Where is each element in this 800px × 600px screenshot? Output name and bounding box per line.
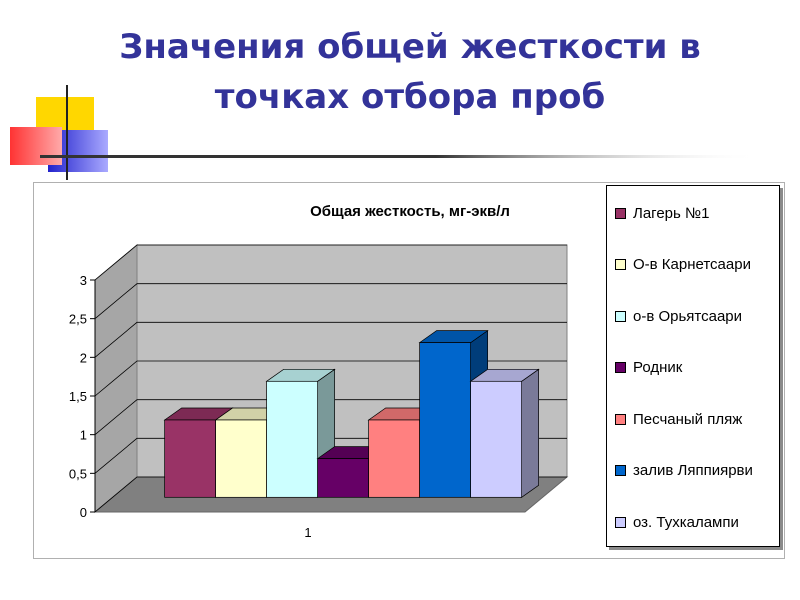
gridline [94, 321, 567, 358]
y-tick-label: 0,5 [69, 466, 87, 481]
chart-legend: Лагерь №1 О-в Карнетсаари о-в Орьятсаари Ро… [606, 185, 780, 547]
legend-label: залив Ляппиярви [633, 462, 753, 479]
legend-label: Лагерь №1 [633, 204, 710, 222]
legend-item: Песчаный пляж [615, 409, 742, 429]
y-tick-label: 1 [80, 428, 87, 443]
legend-item: залив Ляппиярви [615, 461, 753, 481]
y-tick-label: 2 [80, 350, 87, 365]
legend-item: о-в Орьятсаари [615, 306, 742, 326]
bar [470, 380, 522, 498]
bar [266, 380, 318, 498]
legend-label: Песчаный пляж [633, 410, 743, 428]
legend-label: о-в Орьятсаари [633, 307, 743, 325]
bar-side [521, 368, 539, 498]
slide-title-line-2: точках отбора проб [214, 77, 606, 117]
bar [215, 419, 267, 498]
legend-swatch [615, 516, 626, 528]
chart-title: Общая жесткость, мг-экв/л [310, 203, 510, 220]
x-tick-label: 1 [304, 525, 311, 540]
decorative-corner-squares [10, 85, 760, 180]
y-tick-label: 0 [80, 505, 87, 520]
y-tick-label: 2,5 [69, 312, 87, 327]
slide-title-line-1: Значения общей жесткости в [119, 27, 701, 67]
legend-swatch [615, 207, 626, 219]
bar [419, 342, 471, 498]
y-tick-label: 1,5 [69, 389, 87, 404]
legend-label: оз. Тухкалампи [633, 513, 739, 531]
slide-title: Значения общей жесткости в точках отбора… [60, 22, 760, 122]
bar [164, 419, 216, 498]
horizontal-rule [40, 155, 760, 158]
gridline [94, 283, 567, 319]
legend-item: О-в Карнетсаари [615, 255, 751, 275]
y-tick-label: 3 [80, 273, 87, 288]
legend-swatch [615, 465, 626, 476]
legend-label: Родник [633, 359, 683, 376]
legend-swatch [615, 413, 626, 425]
bar [317, 458, 369, 498]
red-square [10, 127, 62, 165]
legend-item: оз. Тухкалампи [615, 512, 739, 532]
legend-swatch [615, 362, 626, 373]
legend-swatch [615, 259, 626, 270]
legend-label: О-в Карнетсаари [633, 256, 751, 273]
bar [368, 419, 420, 498]
legend-item: Лагерь №1 [615, 203, 709, 223]
legend-swatch [615, 310, 626, 322]
gridline [94, 244, 567, 281]
legend-item: Родник [615, 358, 682, 378]
